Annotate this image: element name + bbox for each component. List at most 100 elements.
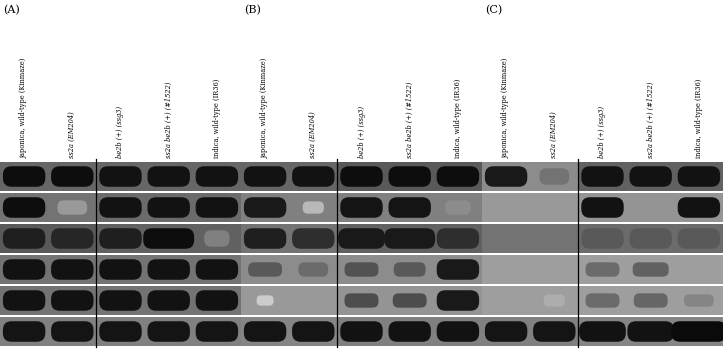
FancyBboxPatch shape bbox=[147, 290, 190, 311]
FancyBboxPatch shape bbox=[437, 228, 479, 249]
FancyBboxPatch shape bbox=[57, 200, 87, 215]
FancyBboxPatch shape bbox=[345, 293, 378, 308]
FancyBboxPatch shape bbox=[677, 228, 720, 249]
FancyBboxPatch shape bbox=[586, 262, 620, 277]
FancyBboxPatch shape bbox=[677, 197, 720, 218]
Bar bbox=[338, 255, 482, 284]
FancyBboxPatch shape bbox=[684, 294, 714, 307]
FancyBboxPatch shape bbox=[99, 197, 142, 218]
Bar bbox=[578, 162, 723, 191]
Text: be2b (+) (ssg3): be2b (+) (ssg3) bbox=[357, 106, 366, 158]
FancyBboxPatch shape bbox=[581, 166, 624, 187]
Text: japonica, wild-type (Kinmaze): japonica, wild-type (Kinmaze) bbox=[502, 58, 510, 158]
FancyBboxPatch shape bbox=[51, 228, 93, 249]
FancyBboxPatch shape bbox=[3, 290, 46, 311]
Bar bbox=[338, 317, 482, 346]
Bar bbox=[578, 193, 723, 222]
Bar bbox=[241, 162, 338, 191]
Bar bbox=[482, 317, 578, 346]
Bar bbox=[241, 317, 338, 346]
Bar bbox=[96, 193, 241, 222]
Text: (C): (C) bbox=[485, 5, 502, 15]
Text: ss2a (EM204): ss2a (EM204) bbox=[550, 111, 558, 158]
FancyBboxPatch shape bbox=[147, 197, 190, 218]
Text: (B): (B) bbox=[244, 5, 261, 15]
FancyBboxPatch shape bbox=[3, 197, 46, 218]
FancyBboxPatch shape bbox=[579, 321, 626, 342]
Text: ss2a be2b (+) (#1522): ss2a be2b (+) (#1522) bbox=[646, 81, 655, 158]
Text: (A): (A) bbox=[3, 5, 20, 15]
FancyBboxPatch shape bbox=[341, 166, 382, 187]
Bar bbox=[96, 162, 241, 191]
FancyBboxPatch shape bbox=[533, 321, 576, 342]
FancyBboxPatch shape bbox=[99, 166, 142, 187]
FancyBboxPatch shape bbox=[388, 166, 431, 187]
Text: japonica, wild-type (Kinmaze): japonica, wild-type (Kinmaze) bbox=[261, 58, 269, 158]
FancyBboxPatch shape bbox=[445, 200, 471, 215]
FancyBboxPatch shape bbox=[196, 290, 238, 311]
FancyBboxPatch shape bbox=[3, 259, 46, 280]
FancyBboxPatch shape bbox=[539, 168, 569, 185]
FancyBboxPatch shape bbox=[51, 290, 93, 311]
Bar bbox=[578, 317, 723, 346]
FancyBboxPatch shape bbox=[196, 197, 238, 218]
Bar bbox=[96, 317, 241, 346]
FancyBboxPatch shape bbox=[341, 197, 382, 218]
FancyBboxPatch shape bbox=[147, 259, 190, 280]
Bar bbox=[578, 255, 723, 284]
Text: indica, wild-type (IR36): indica, wild-type (IR36) bbox=[454, 79, 462, 158]
FancyBboxPatch shape bbox=[99, 228, 142, 249]
Bar bbox=[578, 286, 723, 315]
Text: ss2a be2b (+) (#1522): ss2a be2b (+) (#1522) bbox=[406, 81, 414, 158]
FancyBboxPatch shape bbox=[51, 166, 93, 187]
Bar bbox=[338, 162, 482, 191]
FancyBboxPatch shape bbox=[628, 321, 674, 342]
Bar bbox=[0, 255, 96, 284]
FancyBboxPatch shape bbox=[244, 197, 286, 218]
FancyBboxPatch shape bbox=[196, 259, 238, 280]
Text: indica, wild-type (IR36): indica, wild-type (IR36) bbox=[695, 79, 703, 158]
FancyBboxPatch shape bbox=[244, 166, 286, 187]
FancyBboxPatch shape bbox=[630, 166, 672, 187]
FancyBboxPatch shape bbox=[292, 321, 335, 342]
FancyBboxPatch shape bbox=[51, 259, 93, 280]
FancyBboxPatch shape bbox=[196, 321, 238, 342]
Bar bbox=[338, 286, 482, 315]
FancyBboxPatch shape bbox=[143, 228, 194, 249]
Text: japonica, wild-type (Kinmaze): japonica, wild-type (Kinmaze) bbox=[20, 58, 28, 158]
FancyBboxPatch shape bbox=[437, 321, 479, 342]
FancyBboxPatch shape bbox=[299, 262, 328, 277]
Bar bbox=[338, 224, 482, 253]
FancyBboxPatch shape bbox=[630, 228, 672, 249]
Bar bbox=[0, 224, 96, 253]
FancyBboxPatch shape bbox=[437, 259, 479, 280]
FancyBboxPatch shape bbox=[147, 166, 190, 187]
Bar bbox=[482, 255, 578, 284]
FancyBboxPatch shape bbox=[394, 262, 426, 277]
FancyBboxPatch shape bbox=[303, 201, 324, 214]
FancyBboxPatch shape bbox=[586, 293, 620, 308]
FancyBboxPatch shape bbox=[341, 321, 382, 342]
FancyBboxPatch shape bbox=[485, 321, 527, 342]
Bar bbox=[96, 224, 241, 253]
Bar bbox=[241, 224, 338, 253]
Bar bbox=[338, 193, 482, 222]
FancyBboxPatch shape bbox=[3, 321, 46, 342]
FancyBboxPatch shape bbox=[338, 228, 385, 249]
Text: indica, wild-type (IR36): indica, wild-type (IR36) bbox=[213, 79, 221, 158]
FancyBboxPatch shape bbox=[384, 228, 435, 249]
FancyBboxPatch shape bbox=[99, 259, 142, 280]
Bar bbox=[482, 224, 578, 253]
FancyBboxPatch shape bbox=[51, 321, 93, 342]
FancyBboxPatch shape bbox=[244, 228, 286, 249]
FancyBboxPatch shape bbox=[437, 166, 479, 187]
Bar bbox=[578, 224, 723, 253]
FancyBboxPatch shape bbox=[204, 230, 230, 247]
FancyBboxPatch shape bbox=[3, 228, 46, 249]
FancyBboxPatch shape bbox=[672, 321, 723, 342]
FancyBboxPatch shape bbox=[388, 321, 431, 342]
FancyBboxPatch shape bbox=[292, 228, 335, 249]
FancyBboxPatch shape bbox=[677, 166, 720, 187]
FancyBboxPatch shape bbox=[99, 290, 142, 311]
FancyBboxPatch shape bbox=[393, 293, 427, 308]
